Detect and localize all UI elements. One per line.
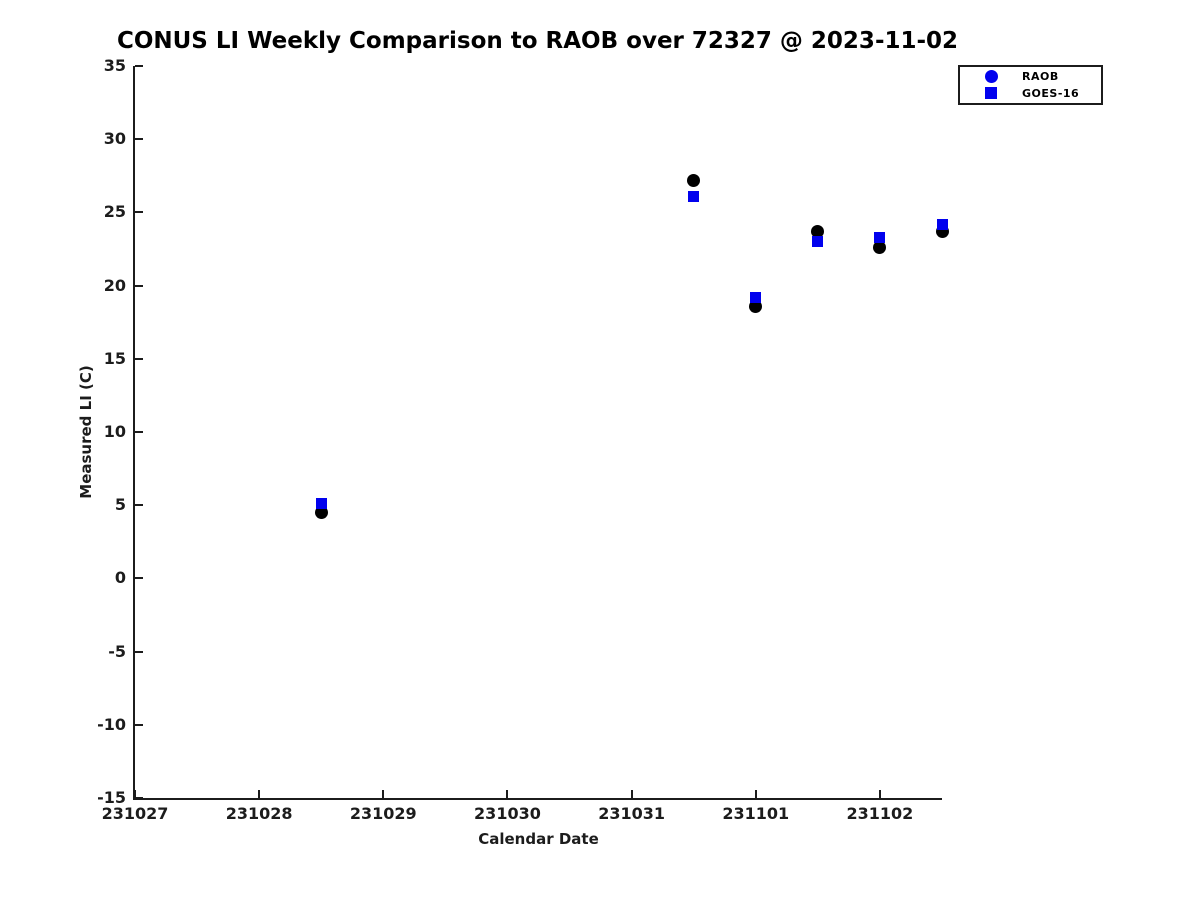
y-tick-mark (135, 431, 143, 433)
x-tick-label: 231028 (225, 804, 293, 823)
x-tick-mark (754, 790, 757, 798)
y-tick-mark (135, 357, 143, 360)
y-tick-label: 20 (103, 275, 126, 295)
x-tick-mark (630, 790, 633, 798)
x-tick-label: 231102 (846, 804, 914, 823)
x-tick-label: 231030 (474, 804, 541, 823)
y-tick-label: 35 (103, 56, 126, 75)
legend-item-goes16: GOES-16 (960, 85, 1101, 101)
y-tick-label: 10 (103, 422, 126, 441)
x-tick-label: 231029 (349, 804, 417, 823)
data-point-goes-16 (688, 190, 700, 202)
y-tick-label: 25 (103, 202, 126, 222)
plot-area (133, 65, 949, 800)
y-tick-mark (135, 138, 143, 141)
data-point-goes-16 (750, 291, 762, 303)
data-point-raob (314, 506, 328, 520)
chart-title: CONUS LI Weekly Comparison to RAOB over … (116, 28, 959, 54)
y-tick-label: 0 (114, 568, 126, 588)
y-tick-label: 5 (114, 495, 126, 515)
y-tick-label: -10 (97, 714, 126, 734)
y-tick-mark (135, 650, 143, 653)
y-tick-label: 15 (103, 348, 126, 368)
y-tick-label: -5 (108, 641, 126, 661)
y-tick-label: 30 (103, 129, 126, 149)
x-axis-title: Calendar Date (478, 830, 599, 848)
x-tick-mark (134, 790, 136, 798)
goes16-square-icon (985, 87, 997, 100)
data-point-goes-16 (315, 498, 327, 510)
legend-swatch-cell (960, 70, 1022, 84)
data-point-raob (811, 224, 825, 238)
legend-label-raob: RAOB (1022, 70, 1059, 84)
x-tick-label: 231031 (598, 804, 665, 823)
x-axis-line (133, 798, 942, 800)
data-point-goes-16 (812, 236, 824, 248)
y-tick-label: -15 (97, 788, 126, 807)
x-tick-mark (506, 790, 509, 798)
data-point-raob (687, 173, 701, 187)
raob-circle-icon (984, 70, 998, 84)
y-tick-mark (135, 723, 143, 726)
y-tick-mark (135, 65, 143, 67)
x-tick-label: 231027 (101, 804, 169, 823)
x-tick-label: 231101 (722, 804, 790, 823)
x-tick-mark (382, 790, 385, 798)
data-point-raob (873, 241, 887, 255)
data-point-goes-16 (874, 231, 886, 243)
y-axis-line (133, 66, 135, 800)
y-tick-mark (135, 211, 143, 214)
data-point-raob (749, 299, 763, 313)
data-point-goes-16 (936, 218, 948, 230)
y-tick-mark (135, 284, 143, 287)
legend: RAOB GOES-16 (958, 65, 1103, 105)
x-tick-mark (878, 790, 881, 798)
y-tick-mark (135, 797, 143, 799)
x-tick-mark (258, 790, 261, 798)
legend-item-raob: RAOB (960, 69, 1101, 85)
y-tick-mark (135, 504, 143, 507)
legend-swatch-cell (960, 87, 1022, 100)
y-tick-mark (135, 577, 143, 580)
legend-label-goes16: GOES-16 (1022, 86, 1080, 100)
